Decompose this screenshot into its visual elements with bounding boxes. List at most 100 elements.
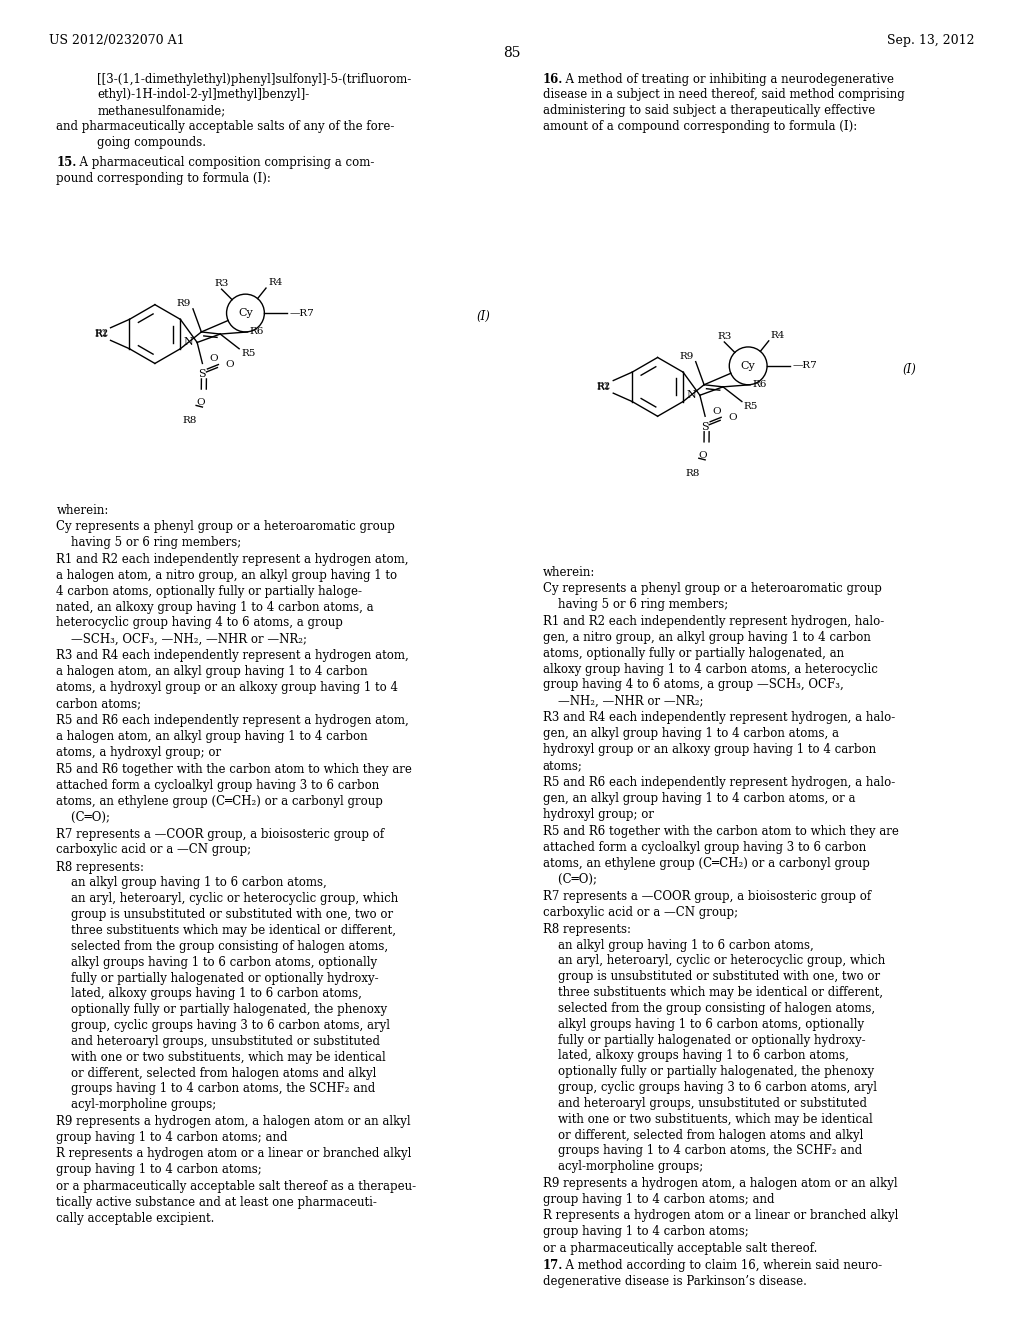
Text: R5: R5 bbox=[743, 401, 758, 411]
Text: Cy: Cy bbox=[740, 360, 756, 371]
Text: attached form a cycloalkyl group having 3 to 6 carbon: attached form a cycloalkyl group having … bbox=[543, 841, 866, 854]
Text: (I): (I) bbox=[903, 363, 916, 376]
Text: ethyl)-1H-indol-2-yl]methyl]benzyl]-: ethyl)-1H-indol-2-yl]methyl]benzyl]- bbox=[97, 88, 309, 102]
Text: lated, alkoxy groups having 1 to 6 carbon atoms,: lated, alkoxy groups having 1 to 6 carbo… bbox=[56, 987, 362, 1001]
Text: fully or partially halogenated or optionally hydroxy-: fully or partially halogenated or option… bbox=[543, 1034, 865, 1047]
Text: O: O bbox=[225, 360, 234, 370]
Text: R4: R4 bbox=[771, 331, 785, 339]
Text: R9 represents a hydrogen atom, a halogen atom or an alkyl: R9 represents a hydrogen atom, a halogen… bbox=[543, 1177, 897, 1191]
Text: and heteroaryl groups, unsubstituted or substituted: and heteroaryl groups, unsubstituted or … bbox=[56, 1035, 380, 1048]
Text: —R7: —R7 bbox=[793, 362, 817, 371]
Text: disease in a subject in need thereof, said method comprising: disease in a subject in need thereof, sa… bbox=[543, 88, 904, 102]
Text: attached form a cycloalkyl group having 3 to 6 carbon: attached form a cycloalkyl group having … bbox=[56, 779, 380, 792]
Text: gen, a nitro group, an alkyl group having 1 to 4 carbon: gen, a nitro group, an alkyl group havin… bbox=[543, 631, 870, 644]
Text: O: O bbox=[698, 451, 708, 459]
Text: 4 carbon atoms, optionally fully or partially haloge-: 4 carbon atoms, optionally fully or part… bbox=[56, 585, 362, 598]
Text: —SCH₃, OCF₃, —NH₂, —NHR or —NR₂;: —SCH₃, OCF₃, —NH₂, —NHR or —NR₂; bbox=[56, 632, 307, 645]
Text: R8: R8 bbox=[685, 469, 699, 478]
Text: A method according to claim 16, wherein said neuro-: A method according to claim 16, wherein … bbox=[558, 1259, 883, 1272]
Text: [[3-(1,1-dimethylethyl)phenyl]sulfonyl]-5-(trifluorom-: [[3-(1,1-dimethylethyl)phenyl]sulfonyl]-… bbox=[97, 73, 412, 86]
Text: R8 represents:: R8 represents: bbox=[543, 923, 631, 936]
Text: 16.: 16. bbox=[543, 73, 563, 86]
Text: R2: R2 bbox=[597, 381, 611, 391]
Text: R5: R5 bbox=[242, 348, 256, 358]
Text: R3: R3 bbox=[214, 280, 228, 288]
Text: group, cyclic groups having 3 to 6 carbon atoms, aryl: group, cyclic groups having 3 to 6 carbo… bbox=[56, 1019, 390, 1032]
Text: carbon atoms;: carbon atoms; bbox=[56, 697, 141, 710]
Text: R3 and R4 each independently represent hydrogen, a halo-: R3 and R4 each independently represent h… bbox=[543, 711, 895, 725]
Text: group is unsubstituted or substituted with one, two or: group is unsubstituted or substituted wi… bbox=[56, 908, 393, 921]
Text: or a pharmaceutically acceptable salt thereof.: or a pharmaceutically acceptable salt th… bbox=[543, 1242, 817, 1255]
Text: atoms;: atoms; bbox=[543, 759, 583, 772]
Text: atoms, an ethylene group (C═CH₂) or a carbonyl group: atoms, an ethylene group (C═CH₂) or a ca… bbox=[543, 857, 869, 870]
Text: R1 and R2 each independently represent a hydrogen atom,: R1 and R2 each independently represent a… bbox=[56, 553, 409, 566]
Text: R5 and R6 each independently represent a hydrogen atom,: R5 and R6 each independently represent a… bbox=[56, 714, 409, 727]
Text: an aryl, heteroaryl, cyclic or heterocyclic group, which: an aryl, heteroaryl, cyclic or heterocyc… bbox=[543, 954, 885, 968]
Text: three substituents which may be identical or different,: three substituents which may be identica… bbox=[543, 986, 883, 999]
Text: R9: R9 bbox=[679, 351, 693, 360]
Text: three substituents which may be identical or different,: three substituents which may be identica… bbox=[56, 924, 396, 937]
Text: hydroxyl group or an alkoxy group having 1 to 4 carbon: hydroxyl group or an alkoxy group having… bbox=[543, 743, 876, 756]
Text: or different, selected from halogen atoms and alkyl: or different, selected from halogen atom… bbox=[543, 1129, 863, 1142]
Text: alkyl groups having 1 to 6 carbon atoms, optionally: alkyl groups having 1 to 6 carbon atoms,… bbox=[543, 1018, 864, 1031]
Text: R1: R1 bbox=[597, 383, 611, 392]
Text: R3 and R4 each independently represent a hydrogen atom,: R3 and R4 each independently represent a… bbox=[56, 649, 409, 663]
Text: groups having 1 to 4 carbon atoms, the SCHF₂ and: groups having 1 to 4 carbon atoms, the S… bbox=[56, 1082, 376, 1096]
Text: group having 1 to 4 carbon atoms;: group having 1 to 4 carbon atoms; bbox=[56, 1163, 262, 1176]
Text: selected from the group consisting of halogen atoms,: selected from the group consisting of ha… bbox=[543, 1002, 874, 1015]
Text: carboxylic acid or a —CN group;: carboxylic acid or a —CN group; bbox=[543, 906, 738, 919]
Text: administering to said subject a therapeutically effective: administering to said subject a therapeu… bbox=[543, 104, 874, 117]
Text: group having 1 to 4 carbon atoms;: group having 1 to 4 carbon atoms; bbox=[543, 1225, 749, 1238]
Text: and pharmaceutically acceptable salts of any of the fore-: and pharmaceutically acceptable salts of… bbox=[56, 120, 394, 133]
Text: a halogen atom, a nitro group, an alkyl group having 1 to: a halogen atom, a nitro group, an alkyl … bbox=[56, 569, 397, 582]
Text: Cy represents a phenyl group or a heteroaromatic group: Cy represents a phenyl group or a hetero… bbox=[543, 582, 882, 595]
Text: R2: R2 bbox=[94, 329, 109, 338]
Text: acyl-morpholine groups;: acyl-morpholine groups; bbox=[56, 1098, 216, 1111]
Text: cally acceptable excipient.: cally acceptable excipient. bbox=[56, 1212, 215, 1225]
Text: S: S bbox=[199, 370, 206, 379]
Text: group having 1 to 4 carbon atoms; and: group having 1 to 4 carbon atoms; and bbox=[543, 1193, 774, 1206]
Text: atoms, an ethylene group (C═CH₂) or a carbonyl group: atoms, an ethylene group (C═CH₂) or a ca… bbox=[56, 795, 383, 808]
Text: O: O bbox=[728, 413, 736, 422]
Text: or a pharmaceutically acceptable salt thereof as a therapeu-: or a pharmaceutically acceptable salt th… bbox=[56, 1180, 417, 1193]
Text: Cy represents a phenyl group or a heteroaromatic group: Cy represents a phenyl group or a hetero… bbox=[56, 520, 395, 533]
Text: atoms, a hydroxyl group; or: atoms, a hydroxyl group; or bbox=[56, 746, 221, 759]
Text: having 5 or 6 ring members;: having 5 or 6 ring members; bbox=[543, 598, 728, 611]
Text: O: O bbox=[713, 407, 721, 416]
Text: selected from the group consisting of halogen atoms,: selected from the group consisting of ha… bbox=[56, 940, 388, 953]
Text: wherein:: wherein: bbox=[543, 566, 595, 579]
Text: group, cyclic groups having 3 to 6 carbon atoms, aryl: group, cyclic groups having 3 to 6 carbo… bbox=[543, 1081, 877, 1094]
Text: R6: R6 bbox=[250, 327, 264, 337]
Text: alkoxy group having 1 to 4 carbon atoms, a heterocyclic: alkoxy group having 1 to 4 carbon atoms,… bbox=[543, 663, 878, 676]
Text: carboxylic acid or a —CN group;: carboxylic acid or a —CN group; bbox=[56, 843, 252, 857]
Text: O: O bbox=[196, 399, 205, 407]
Text: Cy: Cy bbox=[239, 308, 253, 318]
Text: group having 4 to 6 atoms, a group —SCH₃, OCF₃,: group having 4 to 6 atoms, a group —SCH₃… bbox=[543, 678, 844, 692]
Text: R8: R8 bbox=[182, 416, 197, 425]
Text: methanesulfonamide;: methanesulfonamide; bbox=[97, 104, 225, 117]
Text: gen, an alkyl group having 1 to 4 carbon atoms, or a: gen, an alkyl group having 1 to 4 carbon… bbox=[543, 792, 855, 805]
Text: R3: R3 bbox=[717, 333, 731, 341]
Text: R6: R6 bbox=[753, 380, 767, 389]
Text: having 5 or 6 ring members;: having 5 or 6 ring members; bbox=[56, 536, 242, 549]
Text: R7 represents a —COOR group, a bioisosteric group of: R7 represents a —COOR group, a bioisoste… bbox=[56, 828, 384, 841]
Text: an alkyl group having 1 to 6 carbon atoms,: an alkyl group having 1 to 6 carbon atom… bbox=[543, 939, 813, 952]
Text: R represents a hydrogen atom or a linear or branched alkyl: R represents a hydrogen atom or a linear… bbox=[56, 1147, 412, 1160]
Text: 15.: 15. bbox=[56, 156, 77, 169]
Text: acyl-morpholine groups;: acyl-morpholine groups; bbox=[543, 1160, 702, 1173]
Text: and heteroaryl groups, unsubstituted or substituted: and heteroaryl groups, unsubstituted or … bbox=[543, 1097, 866, 1110]
Text: R represents a hydrogen atom or a linear or branched alkyl: R represents a hydrogen atom or a linear… bbox=[543, 1209, 898, 1222]
Text: tically active substance and at least one pharmaceuti-: tically active substance and at least on… bbox=[56, 1196, 377, 1209]
Text: alkyl groups having 1 to 6 carbon atoms, optionally: alkyl groups having 1 to 6 carbon atoms,… bbox=[56, 956, 378, 969]
Text: R1: R1 bbox=[94, 330, 109, 339]
Text: a halogen atom, an alkyl group having 1 to 4 carbon: a halogen atom, an alkyl group having 1 … bbox=[56, 730, 368, 743]
Text: US 2012/0232070 A1: US 2012/0232070 A1 bbox=[49, 34, 184, 48]
Text: going compounds.: going compounds. bbox=[97, 136, 206, 149]
Text: atoms, a hydroxyl group or an alkoxy group having 1 to 4: atoms, a hydroxyl group or an alkoxy gro… bbox=[56, 681, 398, 694]
Text: R5 and R6 together with the carbon atom to which they are: R5 and R6 together with the carbon atom … bbox=[56, 763, 413, 776]
Text: optionally fully or partially halogenated, the phenoxy: optionally fully or partially halogenate… bbox=[543, 1065, 873, 1078]
Text: S: S bbox=[701, 422, 709, 432]
Text: wherein:: wherein: bbox=[56, 504, 109, 517]
Text: hydroxyl group; or: hydroxyl group; or bbox=[543, 808, 653, 821]
Text: —NH₂, —NHR or —NR₂;: —NH₂, —NHR or —NR₂; bbox=[543, 694, 703, 708]
